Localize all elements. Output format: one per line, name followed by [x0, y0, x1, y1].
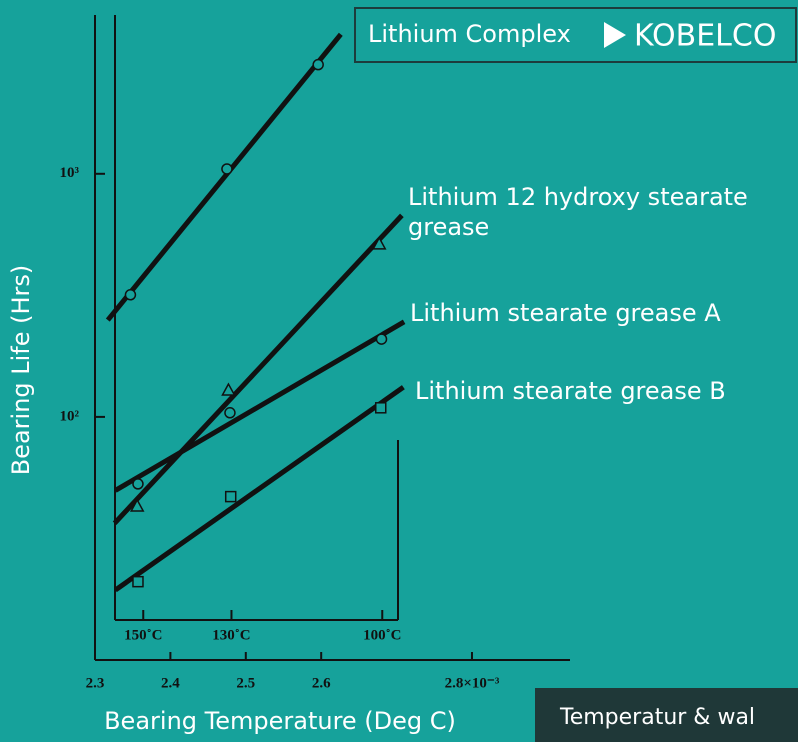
x-tick-label: 2.4	[161, 675, 180, 691]
fit-line	[105, 32, 343, 322]
y-tick-label: 10²	[60, 408, 80, 424]
marker	[221, 382, 236, 396]
annotation: KOBELCO	[634, 19, 776, 54]
fit-line	[113, 385, 405, 593]
x-tick-label: 2.6	[312, 675, 331, 691]
legend-box	[354, 7, 797, 63]
marker	[312, 58, 324, 71]
caption: Temperatur & wal	[559, 705, 755, 730]
marker	[375, 402, 387, 414]
series-label: Lithium 12 hydroxy stearate grease	[408, 183, 748, 241]
x2-tick-label: 150˚C	[124, 627, 162, 643]
marker	[132, 478, 144, 490]
x-axis-label: Bearing Temperature (Deg C)	[104, 707, 456, 735]
x-tick-label: 2.5	[236, 675, 255, 691]
y-axis-label: Bearing Life (Hrs)	[7, 265, 35, 476]
marker	[221, 163, 233, 175]
x2-tick-label: 100˚C	[363, 627, 401, 643]
marker	[224, 407, 236, 419]
marker	[129, 498, 145, 512]
series-label: Lithium stearate grease A	[410, 299, 721, 327]
marker	[371, 236, 387, 250]
y-tick-label: 10³	[60, 165, 80, 181]
x2-tick-label: 130˚C	[212, 627, 250, 643]
series-label: Lithium stearate grease B	[415, 377, 726, 405]
marker	[375, 333, 388, 345]
marker	[132, 575, 144, 588]
caption-box	[535, 688, 798, 742]
x-tick-label: 2.3	[86, 675, 105, 691]
x-tick-label: 2.8×10⁻³	[445, 675, 500, 691]
marker	[224, 490, 237, 503]
fit-line	[114, 319, 406, 493]
arrow-icon	[604, 22, 626, 48]
legend-entry: Lithium Complex	[368, 20, 571, 48]
marker	[124, 289, 137, 301]
fit-line	[112, 213, 404, 525]
